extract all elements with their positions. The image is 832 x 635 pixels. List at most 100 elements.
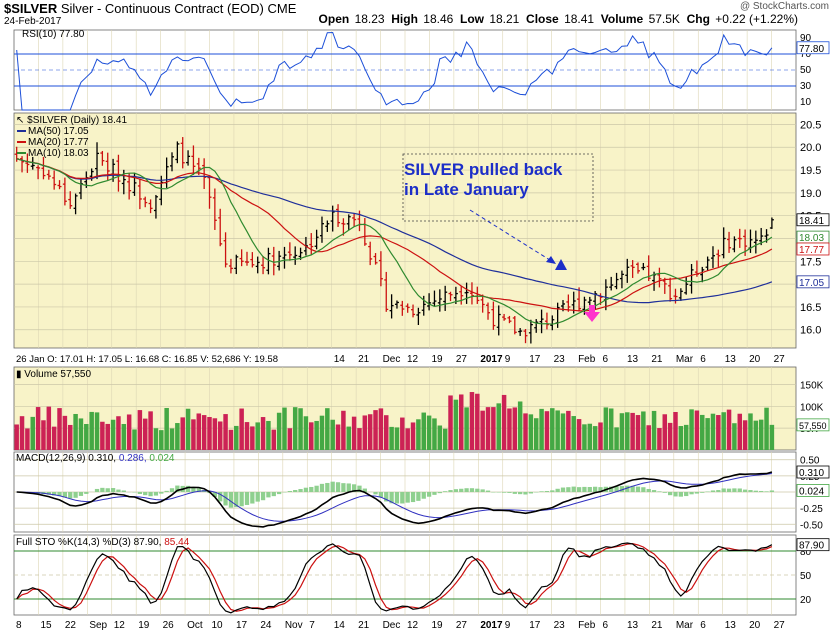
macd-histogram-bar <box>94 488 100 492</box>
volume-bar <box>185 408 191 450</box>
macd-histogram-bar <box>384 492 389 502</box>
price-bar <box>36 165 41 180</box>
chg-label: Chg <box>686 12 710 26</box>
macd-histogram-bar <box>276 492 282 495</box>
macd-histogram-bar <box>319 483 325 492</box>
volume-bar <box>491 407 496 450</box>
price-bar <box>630 260 635 278</box>
volume-bar <box>148 411 153 450</box>
volume-bar <box>373 410 378 450</box>
volume-bar <box>501 394 507 450</box>
volume-bar <box>341 410 346 450</box>
macd-tick-label: 0.50 <box>800 456 820 467</box>
volume-bar <box>667 422 673 450</box>
macd-histogram-bar <box>619 486 625 492</box>
macd-histogram-bar <box>593 486 598 492</box>
volume-tick-label: 100K <box>800 402 824 413</box>
x-axis-label: 21 <box>358 620 370 631</box>
volume-bar <box>657 428 662 450</box>
price-bar <box>641 262 646 271</box>
price-x-label: 21 <box>651 354 663 365</box>
macd-histogram-bar <box>373 492 378 495</box>
volume-tick-label: 150K <box>800 380 824 391</box>
price-bar <box>582 296 587 315</box>
macd-histogram-bar <box>678 492 683 497</box>
macd-histogram-bar <box>769 490 775 492</box>
price-bars <box>14 137 774 344</box>
volume-bar <box>46 406 52 450</box>
volume-bar <box>276 412 282 450</box>
volume-bar <box>555 410 560 450</box>
volume-bar <box>539 408 544 450</box>
macd-histogram-bar <box>116 489 121 492</box>
price-bar <box>384 271 389 312</box>
macd-histogram-bar <box>46 492 51 495</box>
price-bar <box>480 294 485 313</box>
volume-label: ▮ Volume 57,550 <box>16 369 91 380</box>
macd-histogram-bar <box>544 491 550 492</box>
volume-bar <box>94 412 100 450</box>
price-bar <box>486 302 491 320</box>
annotation-box <box>402 153 594 222</box>
volume-bar <box>678 426 684 450</box>
price-x-label: 13 <box>627 354 639 365</box>
volume-bar <box>523 413 528 450</box>
price-bar <box>523 328 528 344</box>
x-axis-label: 17 <box>529 620 541 631</box>
macd-histogram-bar <box>400 492 405 504</box>
volume-bar <box>201 415 207 450</box>
price-bar <box>721 227 726 259</box>
price-bar <box>100 150 105 166</box>
price-bar <box>287 242 292 261</box>
macd-histogram-bar <box>110 488 116 492</box>
price-tick-label: 19.5 <box>800 165 821 177</box>
price-x-label: 2017 <box>480 354 503 365</box>
macd-histogram-bar <box>630 485 635 492</box>
macd-histogram-bar <box>518 492 523 495</box>
macd-histogram-bar <box>539 491 544 492</box>
volume-bar <box>298 408 303 450</box>
macd-histogram-bar <box>437 492 442 494</box>
price-bar <box>293 246 298 265</box>
macd-histogram-bar <box>721 488 726 492</box>
price-bar <box>266 247 271 275</box>
volume-bar <box>619 413 625 450</box>
volume-bar <box>485 407 491 450</box>
price-x-label: Feb <box>578 354 596 365</box>
macd-histogram-bar <box>598 487 603 492</box>
x-axis-label: 14 <box>334 620 346 631</box>
price-bar <box>539 309 544 334</box>
price-bar <box>223 232 228 268</box>
price-bar <box>277 250 282 271</box>
macd-histogram-bar <box>748 490 753 492</box>
macd-histogram-bar <box>105 488 110 492</box>
macd-histogram-bar <box>196 488 201 492</box>
volume-bar <box>378 408 384 450</box>
macd-histogram-bar <box>121 490 126 492</box>
price-legend-symbol: ↖ $SILVER (Daily) 18.41 <box>16 115 127 126</box>
volume-bar <box>126 414 132 450</box>
macd-histogram-bar <box>389 492 394 504</box>
macd-histogram-bar <box>587 487 592 492</box>
volume-bar <box>598 422 603 450</box>
x-axis-label: 10 <box>212 620 224 631</box>
price-x-label: 21 <box>358 354 370 365</box>
macd-histogram-bar <box>448 490 453 492</box>
price-bar <box>57 180 62 190</box>
sto-d-value: 85.44 <box>164 537 189 548</box>
sto-k-value: Full STO %K(14,3) %D(3) 87.90, <box>16 537 164 548</box>
rsi-tick-label: 10 <box>800 97 812 108</box>
price-bar <box>137 178 142 210</box>
price-bar <box>207 175 212 209</box>
volume-bar <box>266 420 271 450</box>
x-axis-label: 23 <box>554 620 566 631</box>
volume-bar <box>351 416 357 450</box>
volume-bar <box>169 428 175 450</box>
price-bar <box>261 255 266 275</box>
x-axis-label: 9 <box>505 620 511 631</box>
price-bar <box>271 246 276 276</box>
macd-histogram-bar <box>330 481 335 492</box>
macd-histogram-bar <box>164 490 169 492</box>
